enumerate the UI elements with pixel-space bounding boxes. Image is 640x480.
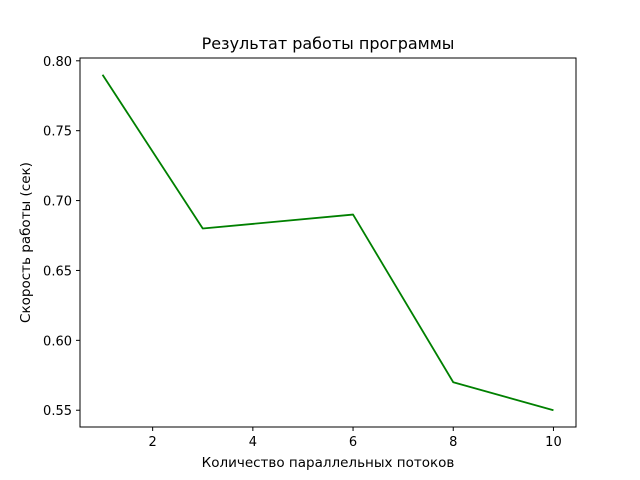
x-axis: 2 4 6 8 10 xyxy=(149,427,562,450)
plot-area xyxy=(80,58,576,427)
y-tick-label: 0.65 xyxy=(43,264,72,279)
series-line xyxy=(101,74,554,412)
y-tick-label: 0.70 xyxy=(43,195,72,210)
x-tick-label: 8 xyxy=(449,435,457,450)
x-tick-label: 6 xyxy=(349,435,357,450)
y-tick-label: 0.55 xyxy=(43,404,72,419)
y-tick-label: 0.80 xyxy=(43,55,72,70)
x-axis-label: Количество параллельных потоков xyxy=(202,455,455,471)
y-axis-label: Скорость работы (сек) xyxy=(18,162,34,323)
x-tick-label: 2 xyxy=(149,435,157,450)
y-tick-label: 0.75 xyxy=(43,125,72,140)
chart-title: Результат работы программы xyxy=(202,34,455,53)
series-layer xyxy=(101,74,554,412)
y-axis: 0.55 0.60 0.65 0.70 0.75 0.80 xyxy=(43,55,80,419)
x-tick-label: 4 xyxy=(249,435,257,450)
plot-frame xyxy=(79,57,577,428)
x-tick-label: 10 xyxy=(545,435,562,450)
y-tick-label: 0.60 xyxy=(43,334,72,349)
